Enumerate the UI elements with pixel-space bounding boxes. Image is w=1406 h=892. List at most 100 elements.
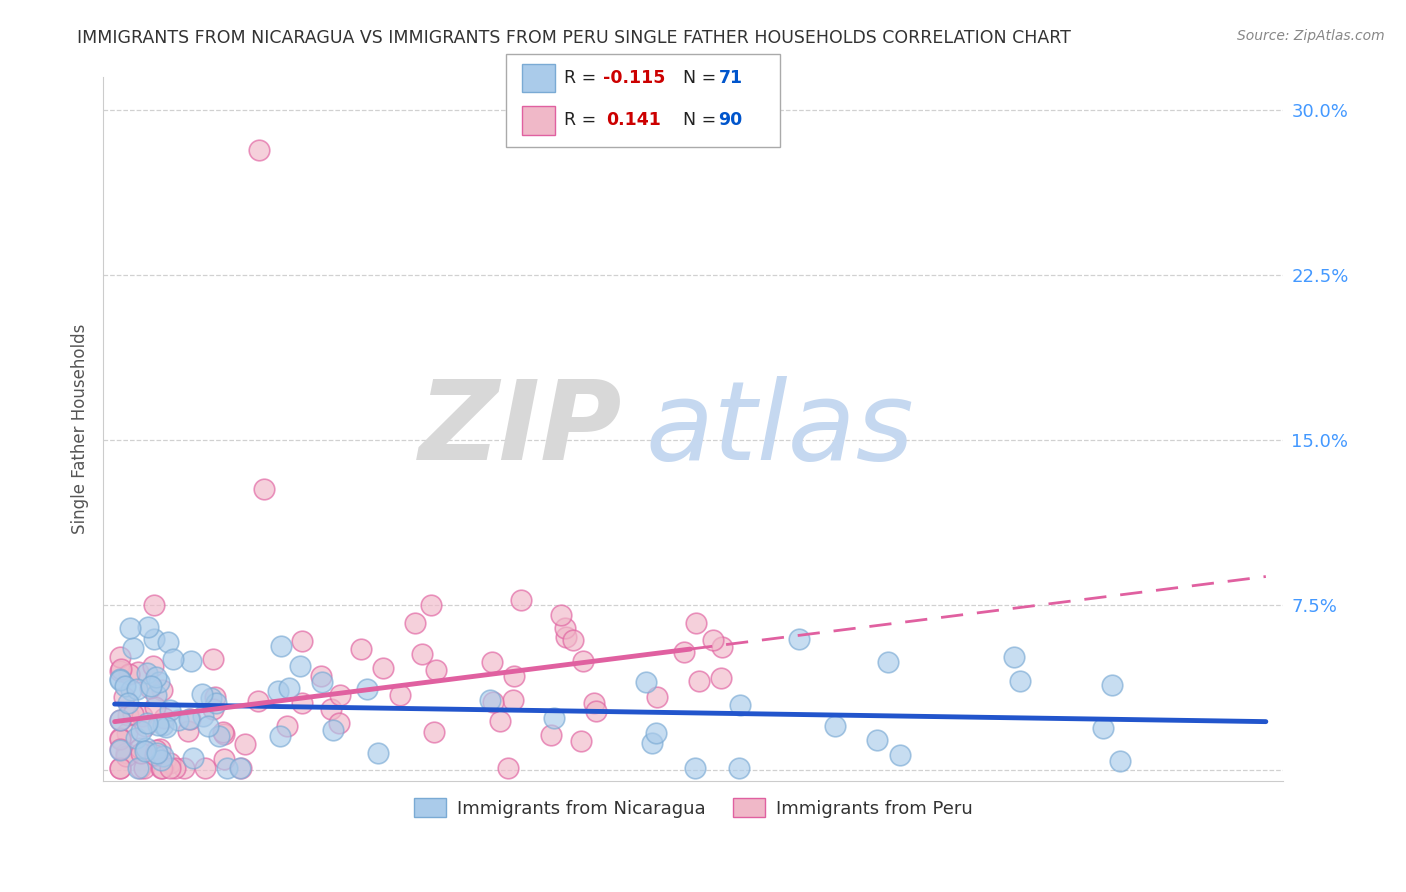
Point [191, 688, 214, 702]
Point [110, 713, 132, 727]
Point [125, 682, 148, 697]
Point [127, 761, 149, 775]
Point [155, 719, 177, 733]
Text: N =: N = [683, 112, 723, 129]
Point [177, 723, 200, 738]
Point [644, 726, 666, 740]
Point [572, 654, 595, 668]
Point [145, 670, 167, 684]
Point [634, 675, 657, 690]
Point [145, 743, 167, 757]
Point [641, 736, 664, 750]
Point [179, 712, 201, 726]
Point [159, 702, 181, 716]
Point [389, 689, 412, 703]
Point [481, 695, 503, 709]
Point [479, 693, 502, 707]
Point [702, 632, 724, 647]
Point [129, 741, 152, 756]
Point [322, 723, 344, 737]
Point [328, 715, 350, 730]
Point [291, 697, 314, 711]
Point [1008, 674, 1031, 689]
Point [131, 746, 153, 760]
Point [114, 749, 136, 764]
Point [134, 719, 156, 733]
Text: 0.141: 0.141 [606, 112, 661, 129]
Point [202, 702, 225, 716]
Point [202, 652, 225, 666]
Point [118, 667, 141, 681]
Text: R =: R = [564, 69, 602, 87]
Legend: Immigrants from Nicaragua, Immigrants from Peru: Immigrants from Nicaragua, Immigrants fr… [406, 791, 980, 825]
Point [162, 652, 184, 666]
Point [585, 704, 607, 718]
Point [129, 723, 152, 738]
Point [138, 681, 160, 695]
Point [688, 674, 710, 689]
Point [150, 761, 173, 775]
Point [177, 712, 200, 726]
Text: 90: 90 [718, 112, 742, 129]
Point [159, 761, 181, 775]
Point [208, 729, 231, 743]
Point [150, 753, 173, 767]
Point [212, 724, 235, 739]
Point [152, 718, 174, 732]
Point [288, 658, 311, 673]
Point [115, 726, 138, 740]
Point [540, 728, 562, 742]
Point [555, 630, 578, 644]
Point [866, 733, 889, 747]
Point [120, 622, 142, 636]
Point [543, 711, 565, 725]
Point [141, 679, 163, 693]
Point [270, 639, 292, 653]
Text: 71: 71 [718, 69, 742, 87]
Point [148, 742, 170, 756]
Point [561, 633, 583, 648]
Point [110, 665, 132, 679]
Point [134, 744, 156, 758]
Point [153, 711, 176, 725]
Point [498, 761, 520, 775]
Point [217, 761, 239, 775]
Point [550, 607, 572, 622]
Point [277, 681, 299, 695]
Point [110, 662, 132, 676]
Point [110, 741, 132, 756]
Point [131, 709, 153, 723]
Point [134, 761, 156, 775]
Point [1101, 678, 1123, 692]
Text: IMMIGRANTS FROM NICARAGUA VS IMMIGRANTS FROM PERU SINGLE FATHER HOUSEHOLDS CORRE: IMMIGRANTS FROM NICARAGUA VS IMMIGRANTS … [77, 29, 1071, 46]
Point [127, 665, 149, 679]
Point [276, 718, 298, 732]
Text: -0.115: -0.115 [603, 69, 665, 87]
Point [181, 750, 204, 764]
Text: Source: ZipAtlas.com: Source: ZipAtlas.com [1237, 29, 1385, 43]
Point [247, 143, 270, 157]
Point [150, 682, 173, 697]
Point [503, 669, 526, 683]
Point [329, 689, 352, 703]
Point [150, 761, 173, 775]
Point [229, 761, 252, 775]
Point [1092, 721, 1115, 735]
Point [673, 645, 696, 659]
Point [159, 756, 181, 770]
Point [148, 675, 170, 690]
Point [110, 743, 132, 757]
Point [728, 698, 751, 712]
Point [246, 694, 269, 708]
Point [373, 661, 395, 675]
Point [197, 719, 219, 733]
Point [582, 697, 605, 711]
Point [204, 696, 226, 710]
Point [167, 713, 190, 727]
Point [509, 592, 531, 607]
Point [319, 702, 342, 716]
Point [143, 632, 166, 646]
Point [231, 761, 253, 775]
Point [502, 693, 524, 707]
Point [683, 761, 706, 775]
